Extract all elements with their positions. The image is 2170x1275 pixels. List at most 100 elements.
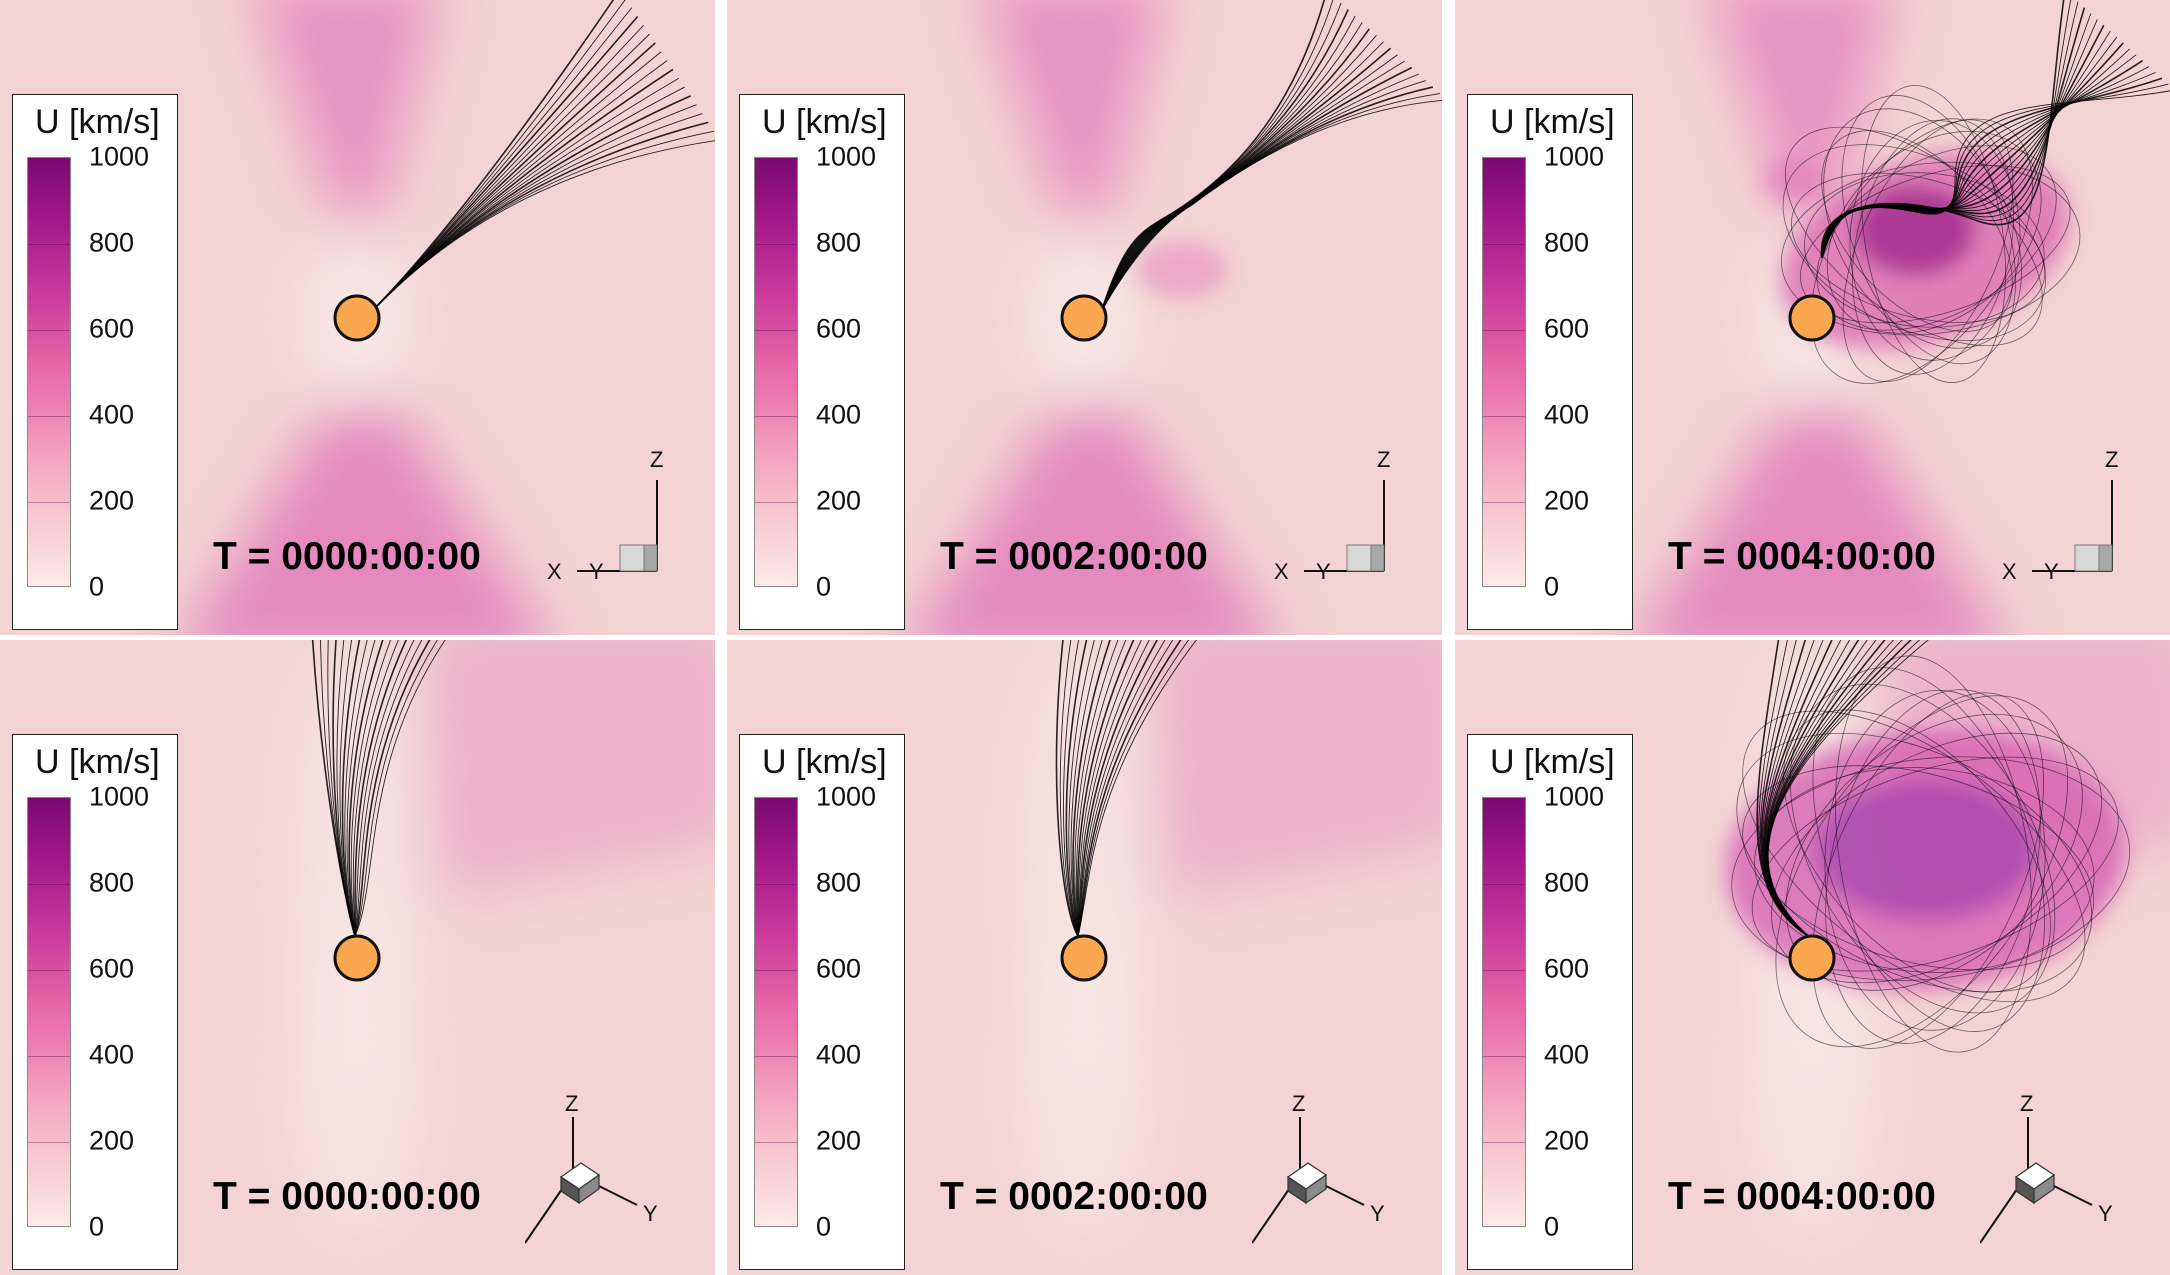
field-line <box>354 640 439 937</box>
colorbar-separator <box>28 244 70 245</box>
axes-triad: Z X Y <box>525 1091 658 1270</box>
colorbar-separator <box>1483 1056 1525 1057</box>
colorbar-separator <box>28 1056 70 1057</box>
velocity-legend: U [km/s] 1000 800 600 400 200 0 <box>739 734 905 1270</box>
panel-6: U [km/s] 1000 800 600 400 200 0 T = 0004:00:00 Z… <box>1455 640 2170 1275</box>
colorbar-separator <box>28 502 70 503</box>
legend-tick: 200 <box>89 485 135 516</box>
legend-tick: 400 <box>1544 1039 1590 1070</box>
axis-label-x: X <box>2002 559 2017 584</box>
flux-rope-line <box>1782 144 2046 342</box>
legend-tick: 600 <box>816 313 862 344</box>
legend-tick: 200 <box>816 485 862 516</box>
axis-label-y: Y <box>2098 1201 2113 1226</box>
magnetic-field-lines <box>311 640 446 937</box>
colorbar-separator <box>755 244 797 245</box>
axis-label-z: Z <box>2105 447 2118 472</box>
axis-label-x: X <box>525 1245 526 1270</box>
legend-tick: 600 <box>816 953 862 984</box>
field-line <box>354 640 446 937</box>
fast-wind-north <box>257 0 435 288</box>
colorbar <box>27 797 71 1227</box>
slow-wind-lower <box>287 918 427 1238</box>
flux-rope-line <box>1812 692 2044 1049</box>
field-line <box>1055 640 1079 937</box>
axis-label-z: Z <box>565 1091 578 1116</box>
flux-rope-line <box>1852 118 2014 375</box>
legend-title: U [km/s] <box>1490 743 1615 781</box>
field-line <box>1077 640 1159 937</box>
legend-tick: 1000 <box>89 141 150 172</box>
flux-rope-line <box>1790 172 2046 323</box>
field-line <box>1077 640 1190 937</box>
axis-label-y: Y <box>589 559 604 584</box>
colorbar <box>27 157 71 587</box>
magnetic-field-lines <box>1731 640 2131 1053</box>
sun-icon <box>333 294 381 342</box>
field-line <box>1101 100 1442 311</box>
legend-tick: 400 <box>89 1039 135 1070</box>
field-line <box>350 640 392 937</box>
panel-1: U [km/s] 1000 800 600 400 200 0 T = 0000:00:00 Z… <box>0 0 715 635</box>
flux-rope-line <box>1800 165 2071 324</box>
legend-tick: 200 <box>1544 1125 1590 1156</box>
field-line <box>1072 640 1111 937</box>
legend-tick: 600 <box>1544 953 1590 984</box>
flux-rope-line <box>1812 667 2045 1032</box>
axis-label-z: Z <box>1377 447 1390 472</box>
colorbar-separator <box>28 330 70 331</box>
field-line <box>374 140 715 309</box>
legend-title: U [km/s] <box>1490 103 1615 141</box>
legend-tick: 400 <box>1544 399 1590 430</box>
colorbar-separator <box>755 330 797 331</box>
time-label: T = 0002:00:00 <box>940 535 1208 578</box>
panel-2: U [km/s] 1000 800 600 400 200 0 T = 0002:00:00 Z… <box>727 0 1442 635</box>
axis-label-y: Y <box>643 1201 658 1226</box>
legend-title: U [km/s] <box>762 743 887 781</box>
colorbar-separator <box>755 1056 797 1057</box>
colorbar-separator <box>1483 1142 1525 1143</box>
field-line <box>354 640 408 937</box>
legend-title: U [km/s] <box>35 103 160 141</box>
cme-seed <box>1137 242 1227 298</box>
flux-rope-line <box>1824 690 2046 1031</box>
field-line <box>1076 640 1135 937</box>
sun-icon <box>1060 294 1108 342</box>
panel-4: U [km/s] 1000 800 600 400 200 0 T = 0000:00:00 Z… <box>0 640 715 1275</box>
axis-label-z: Z <box>2020 1091 2033 1116</box>
colorbar-separator <box>28 1142 70 1143</box>
legend-tick: 800 <box>89 227 135 258</box>
legend-tick: 0 <box>89 1211 105 1242</box>
fast-wind-region <box>420 640 715 900</box>
legend-tick: 600 <box>1544 313 1590 344</box>
field-line <box>1059 640 1079 937</box>
colorbar-separator <box>1483 244 1525 245</box>
fast-wind-region <box>1147 640 1442 900</box>
axes-triad: Z X Y <box>1252 1091 1385 1270</box>
legend-tick: 200 <box>89 1125 135 1156</box>
colorbar <box>754 157 798 587</box>
field-line <box>1077 640 1182 937</box>
legend-tick: 800 <box>1544 867 1590 898</box>
flux-rope-line <box>1823 108 2022 349</box>
flux-rope-line <box>1825 689 2041 1044</box>
flux-rope-line <box>1835 655 2032 1053</box>
colorbar-separator <box>755 502 797 503</box>
colorbar-separator <box>1483 884 1525 885</box>
slow-wind-lower <box>1742 918 1882 1238</box>
sun-icon <box>333 934 381 982</box>
time-label: T = 0004:00:00 <box>1668 535 1936 578</box>
colorbar <box>1482 797 1526 1227</box>
colorbar-separator <box>28 416 70 417</box>
field-line <box>354 640 415 937</box>
legend-tick: 0 <box>816 1211 832 1242</box>
legend-tick: 1000 <box>1544 781 1605 812</box>
field-line <box>1077 640 1198 937</box>
magnetic-field-lines <box>1101 0 1442 311</box>
axis-label-x: X <box>1252 1245 1253 1270</box>
field-line <box>352 640 399 937</box>
legend-tick: 200 <box>816 1125 862 1156</box>
field-line <box>1821 90 2170 259</box>
colorbar-separator <box>1483 330 1525 331</box>
velocity-legend: U [km/s] 1000 800 600 400 200 0 <box>1467 734 1633 1270</box>
